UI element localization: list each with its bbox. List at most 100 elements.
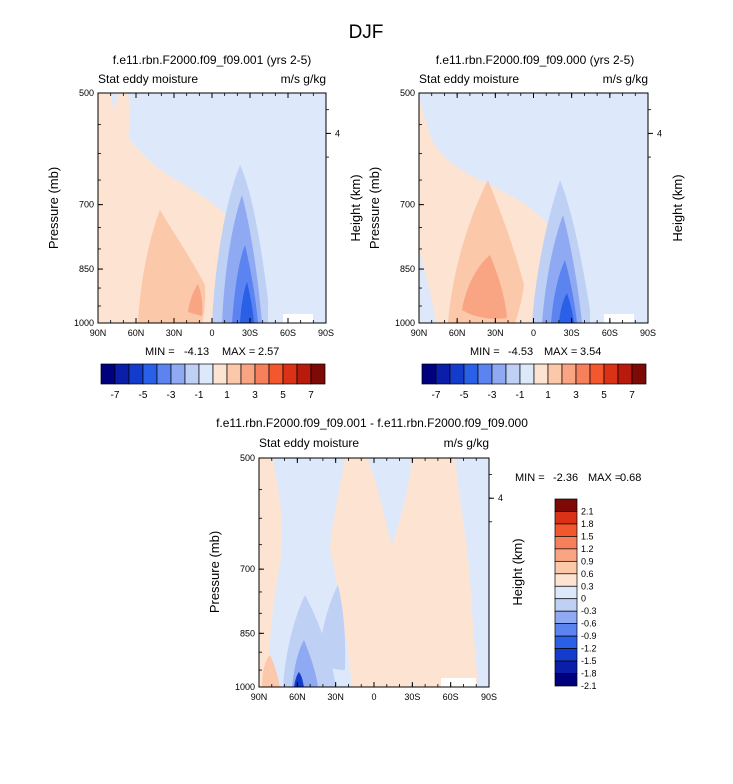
panel-b-max-value: 3.54 <box>580 346 601 358</box>
panel_diff_colorbar-label: 1.2 <box>581 544 594 554</box>
panel-diff-negative-region-3 <box>455 458 489 687</box>
panel-b-ylabel-right: Height (km) <box>670 174 685 241</box>
panel_b-xtick-label: 0 <box>531 328 536 338</box>
panel_diff_colorbar-swatch <box>554 560 578 575</box>
panel_a_colorbar-label: 5 <box>280 390 286 401</box>
panel_a_colorbar-swatch <box>170 363 186 385</box>
panel-diff-axes: 90N 60N 30N 0 30S 60S 90S 500 700 850 1000 4 <box>235 453 503 702</box>
panel_b-right-tick-label: 4 <box>657 128 662 138</box>
panel_b-ytick-label: 700 <box>400 200 415 210</box>
panel_b_colorbar-swatch <box>603 363 619 385</box>
panel_diff_colorbar-swatch <box>554 673 578 687</box>
panel_diff_colorbar-swatch <box>554 511 578 525</box>
panel_a-right-tick-label: 4 <box>335 128 340 138</box>
panel-a-negative-region <box>110 93 326 323</box>
panel_diff_colorbar-swatch <box>554 623 578 637</box>
panel-b-missing-data <box>604 314 634 323</box>
panel_a_colorbar-swatch <box>156 363 172 385</box>
panel_diff-ytick-label: 500 <box>240 453 255 463</box>
panel-diff-negative-light-2 <box>318 585 346 670</box>
panel-diff-min-value: -2.36 <box>553 472 578 484</box>
panel-b-ylabel: Pressure (mb) <box>367 167 382 249</box>
panel_b_colorbar-swatch <box>435 363 451 385</box>
panel_b_colorbar-swatch <box>533 363 549 385</box>
panel_diff_colorbar-label: -0.3 <box>581 606 597 616</box>
panel_diff_colorbar-label: -1.5 <box>581 656 597 666</box>
panel_diff-xtick-label: 0 <box>371 692 376 702</box>
panel-a: f.e11.rbn.F2000.f09_f09.001 (yrs 2-5) St… <box>46 53 363 401</box>
panel-b-right-label: m/s g/kg <box>603 72 648 86</box>
panel_a_colorbar-label: -1 <box>195 390 204 401</box>
panel_b_colorbar-label: -7 <box>432 390 441 401</box>
panel-diff-title: f.e11.rbn.F2000.f09_f09.001 - f.e11.rbn.… <box>216 416 528 430</box>
panel-a-colorbar: -7 -5 -3 -1 1 3 5 7 <box>100 363 326 401</box>
panel_a_colorbar-swatch <box>198 363 214 385</box>
panel-diff-max-label: MAX = <box>588 472 621 484</box>
panel_b-ytick-label: 1000 <box>395 318 415 328</box>
panel_a_colorbar-swatch <box>296 363 312 385</box>
panel_a_colorbar-swatch <box>282 363 298 385</box>
panel-diff-left-label: Stat eddy moisture <box>259 436 359 450</box>
panel_b-xtick-label: 30N <box>487 328 504 338</box>
panel-diff-negative-core <box>294 672 304 687</box>
panel-b-title: f.e11.rbn.F2000.f09_f09.000 (yrs 2-5) <box>436 53 635 67</box>
panel_b_colorbar-label: 1 <box>545 390 551 401</box>
panel-b-axes: 90N 60N 30N 0 30S 60S 90S 500 700 850 1000 4 <box>395 88 662 338</box>
panel-b: f.e11.rbn.F2000.f09_f09.000 (yrs 2-5) St… <box>367 53 685 401</box>
panel_diff-xtick-label: 90N <box>251 692 268 702</box>
panel_b_colorbar-swatch <box>631 363 647 385</box>
panel-diff-negative-region-2 <box>368 458 412 545</box>
panel_b-xtick-label: 90N <box>411 328 428 338</box>
panel_a_colorbar-swatch <box>212 363 228 385</box>
panel-diff-ylabel-right: Height (km) <box>510 538 525 605</box>
panel_a-ytick-label: 850 <box>79 264 94 274</box>
panel-b-negative-region <box>419 93 648 323</box>
panel_a_colorbar-swatch <box>240 363 256 385</box>
panel_diff_colorbar-label: 0 <box>581 594 586 604</box>
panel-diff-ylabel: Pressure (mb) <box>207 531 222 613</box>
panel_diff_colorbar-label: -0.6 <box>581 619 597 629</box>
panel_b_colorbar-label: 7 <box>629 390 635 401</box>
panel_diff-xtick-label: 90S <box>481 692 497 702</box>
panel-a-positive-light <box>138 210 206 323</box>
panel_a-xtick-label: 0 <box>209 328 214 338</box>
panel-b-max-label: MAX = <box>544 346 577 358</box>
panel-b-min-value: -4.53 <box>508 346 533 358</box>
panel_diff_colorbar-swatch <box>554 573 578 587</box>
panel_diff-xtick-label: 30S <box>404 692 420 702</box>
panel-b-min-label: MIN = <box>470 346 500 358</box>
panel_diff_colorbar-swatch <box>554 660 578 674</box>
panel_diff_colorbar-swatch <box>554 585 578 600</box>
panel_b_colorbar-swatch <box>547 363 563 385</box>
panel_diff-ytick-label: 850 <box>240 628 255 638</box>
panel_b-xtick-label: 30S <box>564 328 580 338</box>
panel_b_colorbar-swatch <box>519 363 535 385</box>
panel-b-left-label: Stat eddy moisture <box>419 72 519 86</box>
panel_diff-ytick-label: 700 <box>240 564 255 574</box>
panel_b-xtick-label: 90S <box>640 328 656 338</box>
panel-b-negative-left <box>419 250 436 323</box>
panel-b-negative-core <box>559 293 574 323</box>
panel-diff-right-label: m/s g/kg <box>444 436 489 450</box>
panel_a_colorbar-label: 3 <box>252 390 258 401</box>
panel_diff_colorbar-label: -1.2 <box>581 644 597 654</box>
panel_a_colorbar-label: -3 <box>167 390 176 401</box>
panel_b_colorbar-swatch <box>575 363 591 385</box>
panel_diff_colorbar-swatch <box>554 598 578 612</box>
panel-a-missing-data <box>283 314 313 323</box>
panel-a-min-value: -4.13 <box>184 346 209 358</box>
panel_diff_colorbar-label: -1.8 <box>581 669 597 679</box>
panel_b_colorbar-swatch <box>463 363 479 385</box>
panel_diff-right-tick-label: 4 <box>498 493 503 503</box>
panel_diff_colorbar-label: -2.1 <box>581 681 597 691</box>
panel_a-ytick-label: 700 <box>79 200 94 210</box>
panel_a-xtick-label: 90N <box>90 328 107 338</box>
panel_b-ytick-label: 500 <box>400 88 415 98</box>
panel_diff_colorbar-swatch <box>554 610 578 625</box>
panel-diff-contours <box>262 458 489 687</box>
panel-a-negative-core <box>240 282 254 323</box>
panel-diff-missing-data <box>441 678 476 687</box>
panel_a_colorbar-swatch <box>226 363 242 385</box>
panel_diff_colorbar-label: 0.3 <box>581 581 594 591</box>
